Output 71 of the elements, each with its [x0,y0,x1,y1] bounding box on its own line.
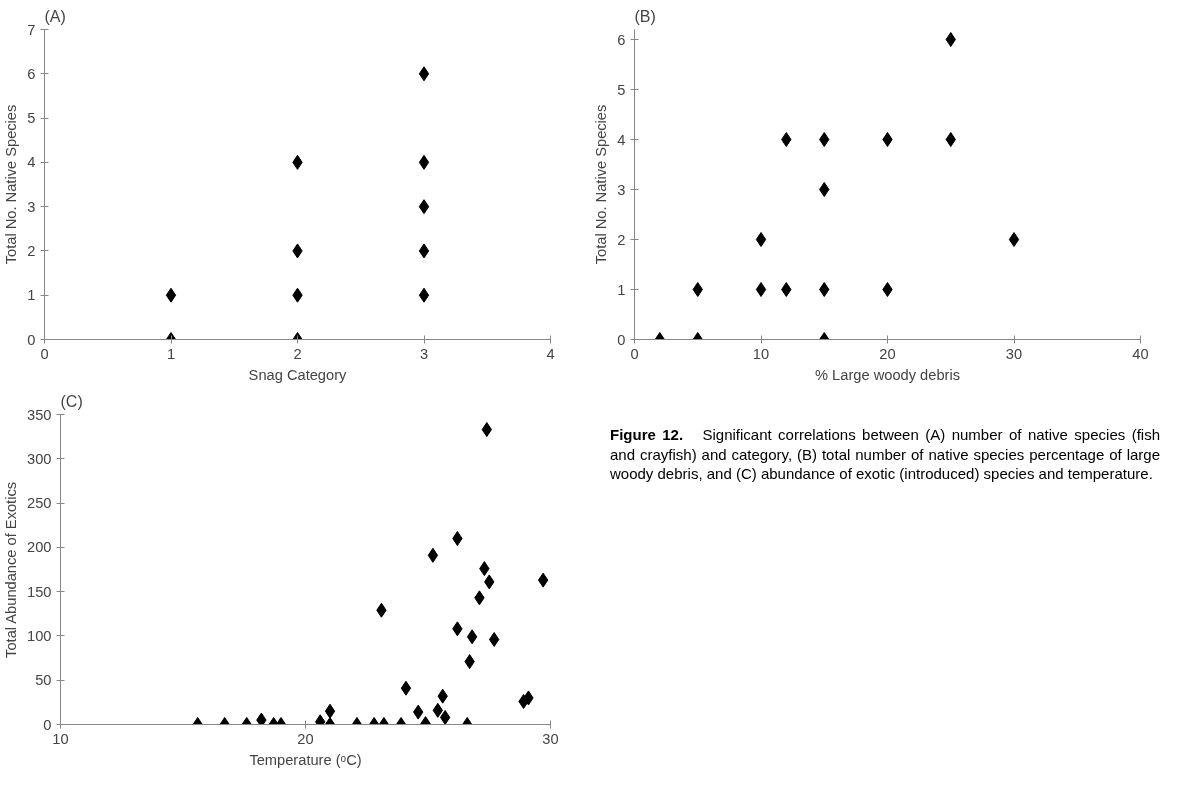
y-tick-label: 50 [35,672,52,689]
chart-title: (A) [44,7,66,25]
point [418,199,430,215]
x-axis-title: % Large woody debris [814,366,961,383]
chart-title: (B) [634,7,656,25]
y-axis-title: Total Abundance of Exotics [3,481,20,658]
y-tick-label: 7 [27,21,36,38]
x-tick-label: 30 [1005,345,1023,362]
point [819,282,830,297]
x-tick-label: 20 [879,345,896,362]
point [755,282,767,297]
text: Figure 12. [610,426,684,443]
x-tick-label: 40 [1132,345,1149,362]
point [882,282,893,297]
point [418,66,430,82]
y-tick-label: 250 [27,495,52,512]
y-tick-label: 3 [27,198,36,215]
x-tick-label: 3 [419,345,429,362]
point [418,154,430,170]
point [488,631,500,647]
x-tick-label: 10 [752,345,770,362]
point [819,132,830,147]
point [781,132,792,147]
y-tick-label: 6 [27,65,36,82]
x-axis-title: Temperature (ᵒC) [249,751,362,768]
x-tick-label: 20 [297,730,314,747]
y-tick-label: 6 [617,31,626,48]
y-tick-label: 200 [27,539,52,556]
point [537,572,549,588]
point [165,287,177,303]
x-tick-label: 1 [166,345,176,362]
y-tick-label: 150 [27,583,52,600]
point [427,547,439,563]
y-tick-label: 2 [617,231,626,248]
point [945,132,956,147]
y-tick-label: 0 [27,331,36,348]
point [1008,232,1020,247]
point [466,629,478,645]
point [945,32,956,47]
point [452,531,463,546]
x-tick-label: 4 [546,345,555,362]
y-tick-label: 300 [27,450,52,467]
point [882,132,893,147]
x-tick-label: 0 [630,345,639,362]
point [418,287,430,303]
point [418,243,430,259]
y-tick-label: 0 [43,716,52,733]
y-tick-label: 4 [27,154,36,171]
y-tick-label: 1 [617,281,626,298]
x-tick-label: 2 [293,345,302,362]
point [400,680,412,696]
chart-title: (C) [60,392,83,410]
y-tick-label: 4 [617,131,626,148]
y-tick-label: 350 [27,406,52,423]
point [819,182,830,197]
y-tick-label: 5 [27,110,36,127]
y-tick-label: 5 [617,81,626,98]
x-axis-title: Snag Category [248,366,348,383]
y-axis-title: Total No. Native Species [3,104,20,265]
x-tick-label: 10 [52,730,69,747]
point [755,232,767,247]
y-tick-label: 1 [27,287,36,304]
point [781,282,792,297]
x-tick-label: 30 [542,730,559,747]
y-tick-label: 100 [27,627,52,644]
point [692,282,703,297]
y-tick-label: 2 [27,242,36,259]
y-axis-title: Total No. Native Species [593,104,610,265]
y-tick-label: 3 [617,181,626,198]
y-tick-label: 0 [617,331,626,348]
point [256,712,267,725]
